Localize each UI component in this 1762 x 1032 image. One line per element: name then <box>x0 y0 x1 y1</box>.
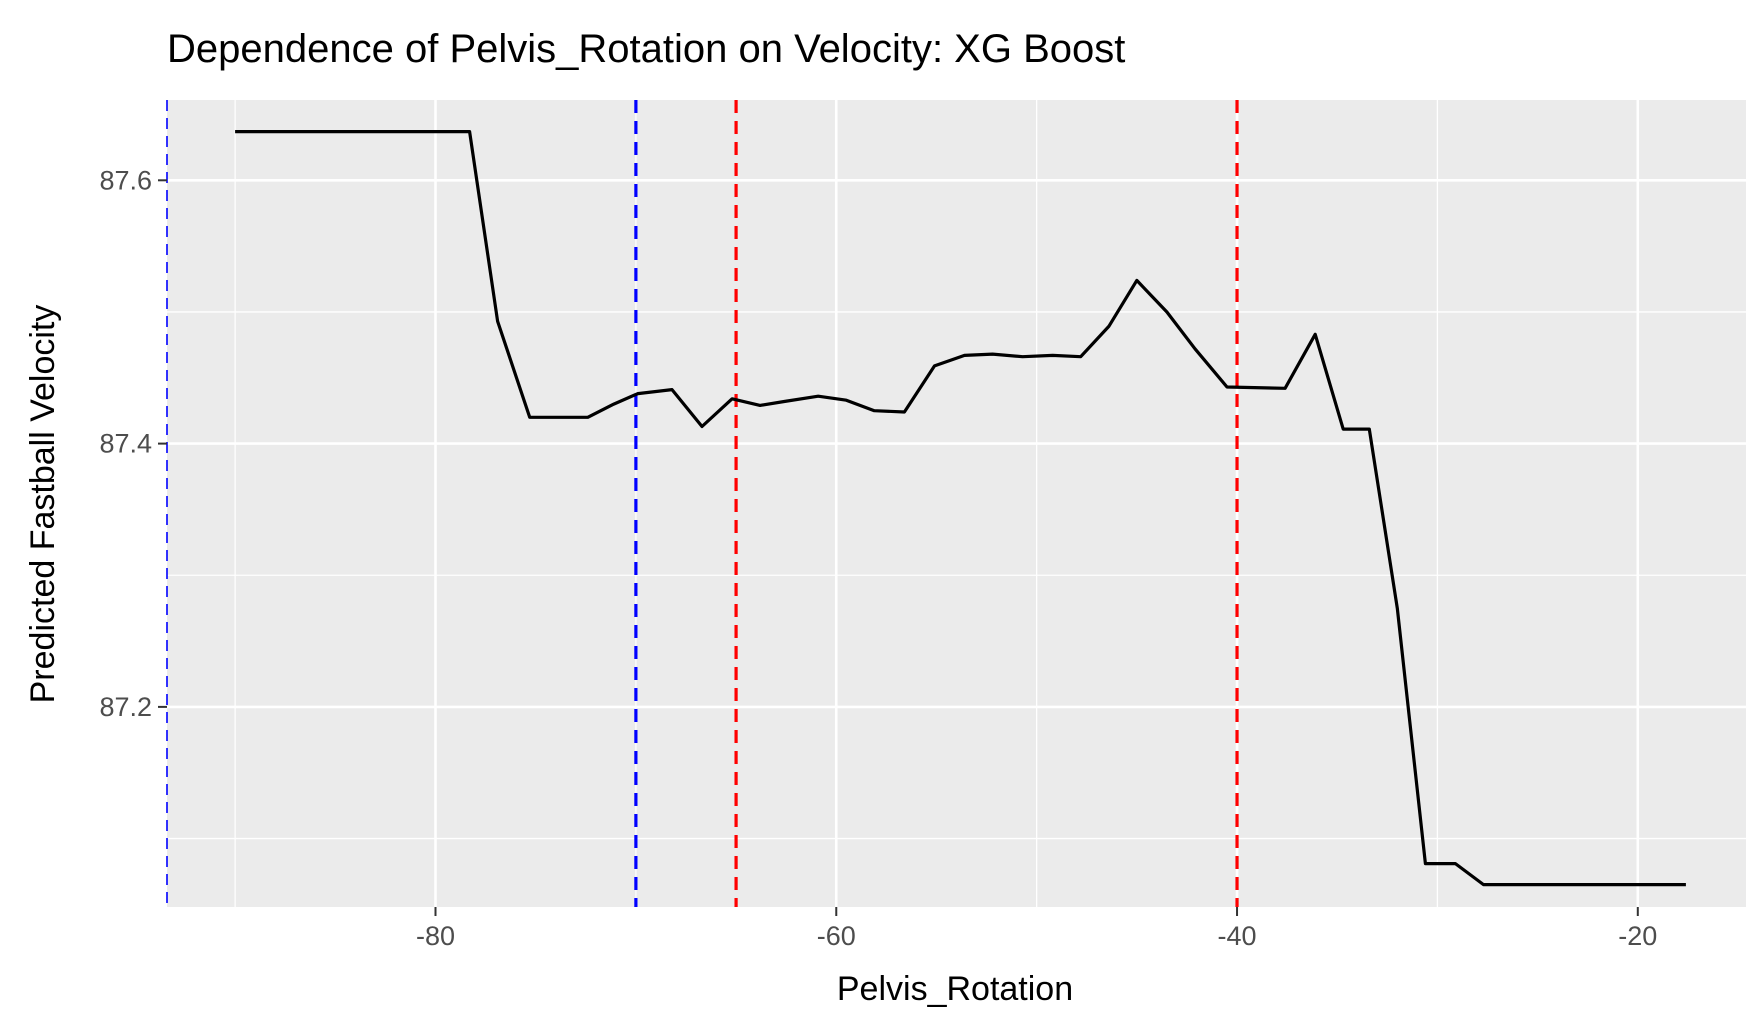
x-tick-label: -40 <box>1218 921 1257 951</box>
series-line <box>235 130 1686 887</box>
y-tick-label: 87.2 <box>99 692 152 722</box>
y-tick-label: 87.4 <box>99 429 152 459</box>
x-tick-label: -60 <box>817 921 856 951</box>
x-tick-label: -80 <box>416 921 455 951</box>
y-axis-title: Predicted Fastball Velocity <box>24 305 62 704</box>
x-tick-label: -20 <box>1618 921 1657 951</box>
y-tick-label: 87.6 <box>99 165 152 195</box>
chart-title: Dependence of Pelvis_Rotation on Velocit… <box>167 27 1125 71</box>
plot-panel <box>167 100 1746 907</box>
plot-area: -80 -60 -40 -20 87.2 87.4 87.6 <box>99 100 1746 951</box>
x-axis-title: Pelvis_Rotation <box>837 970 1073 1008</box>
